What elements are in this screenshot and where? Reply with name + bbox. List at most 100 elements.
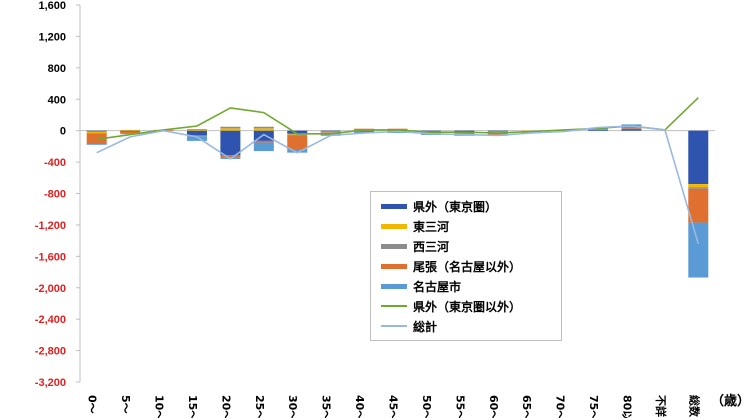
- x-tick-label: 65～: [520, 395, 533, 418]
- bar-segment: [253, 142, 274, 152]
- legend-item: 西三河: [381, 237, 449, 255]
- x-tick-label: 55～: [453, 395, 466, 418]
- y-tick-label: -800: [44, 189, 66, 201]
- bar-segment: [220, 126, 241, 129]
- legend-label: 名古屋市: [413, 279, 462, 294]
- x-tick-label: 45～: [387, 395, 400, 418]
- x-tick-label: 10～: [153, 395, 166, 418]
- bar-segment: [287, 130, 308, 134]
- legend-item: 尾張（名古屋以外）: [381, 257, 521, 275]
- y-tick-label: 0: [60, 126, 66, 138]
- y-tick-label: 1,200: [38, 31, 66, 43]
- bar-segment: [487, 131, 508, 133]
- legend-label: 総計: [413, 319, 438, 334]
- bar-segment: [220, 130, 241, 156]
- legend-label: 県外（東京圏）: [413, 199, 498, 214]
- x-tick-label: 70～: [554, 395, 567, 418]
- bar-segment: [454, 133, 475, 134]
- legend-swatch: [381, 223, 407, 229]
- x-tick-label: 75～: [587, 395, 600, 418]
- legend-item: 県外（東京圏）: [381, 197, 497, 215]
- y-tick-label: -2,400: [35, 314, 66, 326]
- legend-item: 東三河: [381, 217, 449, 235]
- series-line: [96, 125, 700, 245]
- bar-segment: [120, 131, 141, 134]
- legend-item: 県外（東京圏以外）: [381, 297, 521, 315]
- legend-label: 東三河: [413, 219, 450, 234]
- bar-segment: [220, 128, 241, 131]
- y-tick-label: -400: [44, 157, 66, 169]
- x-tick-label: 35～: [320, 395, 333, 418]
- x-tick-label: 40～: [353, 395, 366, 418]
- x-tick-label: 5～: [119, 395, 132, 414]
- x-tick-label: 80以: [620, 395, 633, 418]
- bar-segment: [487, 130, 508, 132]
- legend-swatch: [381, 203, 407, 209]
- legend-swatch: [381, 325, 407, 327]
- legend-swatch: [381, 243, 407, 249]
- x-tick-label: 20～: [219, 395, 232, 418]
- bar-segment: [86, 144, 107, 145]
- x-tick-label: 60～: [487, 395, 500, 418]
- bar-segment: [253, 130, 274, 141]
- series-line: [96, 97, 699, 141]
- line-series: [96, 97, 700, 245]
- x-tick-label: 30～: [286, 395, 299, 418]
- y-tick-label: 400: [48, 94, 66, 106]
- legend-item: 総計: [381, 317, 437, 335]
- bar-segment: [621, 129, 642, 131]
- bar-segment: [287, 149, 308, 153]
- bar-segment: [320, 132, 341, 133]
- bar-segment: [688, 187, 709, 189]
- bar-segment: [320, 131, 341, 133]
- bar-segment: [688, 184, 709, 188]
- bar-segment: [186, 129, 207, 130]
- legend-item: 名古屋市: [381, 277, 461, 295]
- y-tick-label: 800: [48, 63, 66, 75]
- x-tick-label: 0～: [86, 395, 99, 414]
- bar-segment: [588, 129, 609, 131]
- bar-segment: [253, 128, 274, 131]
- legend-label: 県外（東京圏以外）: [413, 299, 522, 314]
- bar-segment: [387, 128, 408, 130]
- bar-segment: [688, 130, 709, 185]
- y-tick-label: -3,200: [35, 377, 66, 389]
- bar-segment: [354, 128, 375, 130]
- bar-segment: [688, 222, 709, 278]
- bar-segment: [287, 134, 308, 136]
- x-tick-label: 15～: [186, 395, 199, 418]
- bar-segment: [120, 130, 141, 132]
- bar-segment: [120, 129, 141, 131]
- bar-segment: [86, 131, 107, 134]
- x-tick-label: 総数: [687, 395, 701, 418]
- bar-segment: [220, 155, 241, 158]
- y-tick-label: -1,200: [35, 220, 66, 232]
- legend-label: 尾張（名古屋以外）: [413, 259, 522, 274]
- bar-segment: [86, 133, 107, 134]
- x-tick-label: 25～: [253, 395, 266, 418]
- bar-segment: [86, 130, 107, 132]
- legend-swatch: [381, 305, 407, 307]
- legend-swatch: [381, 283, 407, 289]
- bar-segment: [186, 136, 207, 141]
- y-tick-label: 1,600: [38, 0, 66, 12]
- y-axis: 1,600 1,200 800 400 0 -400 -800 -1,200 -1,600 -2,…: [35, 0, 715, 389]
- bar-segment: [287, 135, 308, 150]
- x-tick-label: 50～: [420, 395, 433, 418]
- x-tick-label: 不詳: [654, 395, 668, 417]
- bar-segment: [688, 188, 709, 223]
- bar-segment: [320, 130, 341, 132]
- bar-segment: [186, 135, 207, 137]
- bar-segment: [487, 132, 508, 135]
- bar-segment: [621, 128, 642, 130]
- x-axis: 0～ 5～ 10～ 15～ 20～ 25～ 30～ 35～ 40～ 45～ 50～ 55～ 60～ 65～…: [86, 395, 702, 418]
- bar-segment: [120, 131, 141, 132]
- bar-segment: [253, 126, 274, 129]
- y-tick-label: -2,000: [35, 283, 66, 295]
- bar-segment: [253, 140, 274, 143]
- bar-segment: [420, 130, 441, 132]
- y-tick-label: -1,600: [35, 251, 66, 263]
- x-axis-unit-label: （歳）: [711, 393, 750, 409]
- bar-segment: [186, 129, 207, 131]
